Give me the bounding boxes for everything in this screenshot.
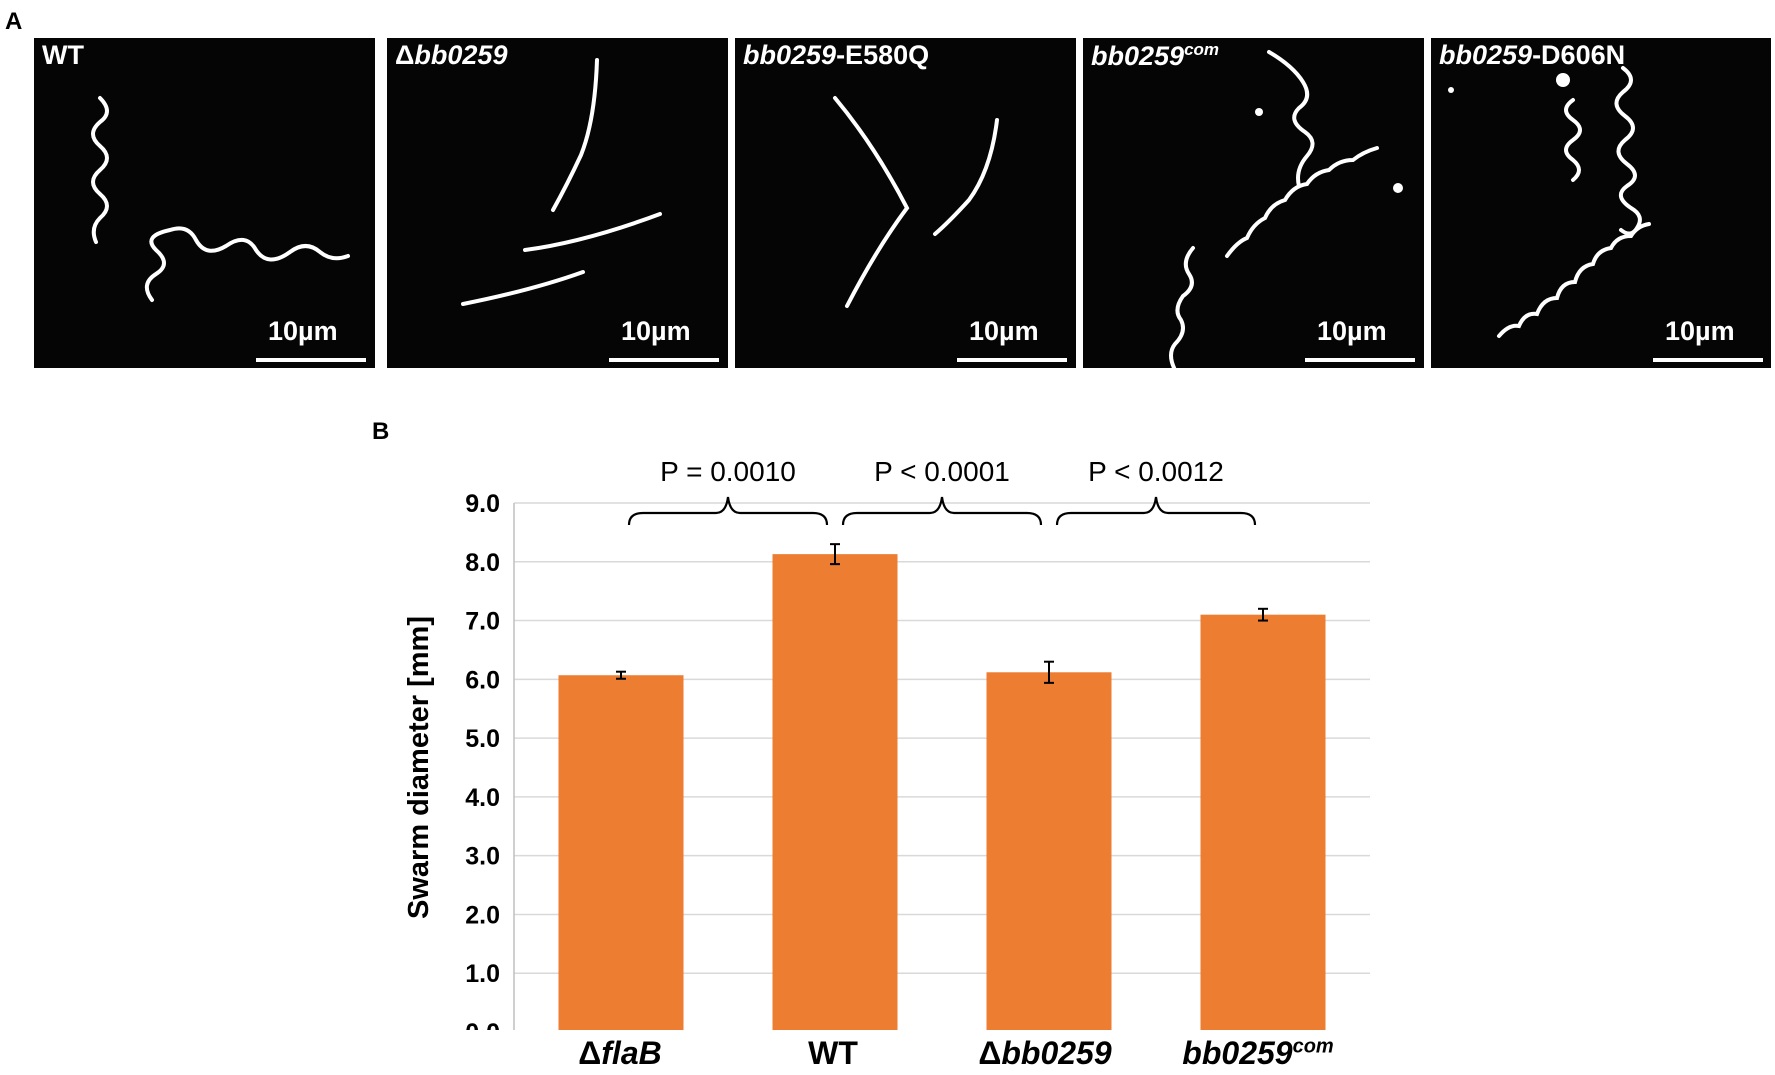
bar bbox=[986, 672, 1112, 1030]
scale-label-bb0259-e580q: 10µm bbox=[969, 316, 1039, 346]
cell-image-wt bbox=[91, 96, 350, 302]
scale-label-wt: 10µm bbox=[268, 316, 338, 346]
y-tick-label: 1.0 bbox=[465, 960, 500, 988]
scale-bar-bb0259-d606n bbox=[1653, 358, 1763, 362]
y-tick-label: 5.0 bbox=[465, 725, 500, 753]
bar bbox=[1200, 614, 1326, 1030]
panel-b-label: B bbox=[372, 418, 390, 445]
cell-image-delta-bb0259 bbox=[461, 58, 662, 306]
scale-bar-bb0259-e580q bbox=[957, 358, 1067, 362]
p-value-label: P < 0.0012 bbox=[1088, 456, 1224, 487]
y-tick-label: 9.0 bbox=[465, 490, 500, 518]
bar bbox=[772, 554, 898, 1030]
significance-bracket bbox=[627, 496, 829, 526]
p-value-label: P < 0.0001 bbox=[874, 456, 1010, 487]
micrograph-delta-bb0259: Δbb0259 10µm bbox=[387, 38, 728, 368]
scale-bar-delta-bb0259 bbox=[609, 358, 719, 362]
cell-image-bb0259-e580q bbox=[833, 96, 999, 308]
scale-bar-wt bbox=[256, 358, 366, 362]
y-tick-label: 2.0 bbox=[465, 901, 500, 929]
micrograph-bb0259-e580q: bb0259-E580Q 10µm bbox=[735, 38, 1076, 368]
micrograph-title-bb0259-d606n: bb0259-D606N bbox=[1439, 40, 1626, 70]
significance-bracket bbox=[1055, 496, 1257, 526]
cell-image-bb0259com bbox=[1169, 50, 1403, 368]
significance-bracket bbox=[841, 496, 1043, 526]
scale-label-delta-bb0259: 10µm bbox=[621, 316, 691, 346]
p-value-label: P = 0.0010 bbox=[660, 456, 796, 487]
panel-a-label: A bbox=[5, 8, 23, 35]
y-tick-label: 6.0 bbox=[465, 666, 500, 694]
micrograph-title-bb0259com: bb0259com bbox=[1091, 40, 1220, 71]
scale-label-bb0259com: 10µm bbox=[1317, 316, 1387, 346]
micrograph-bb0259-d606n: bb0259-D606N 10µm bbox=[1431, 38, 1771, 368]
micrograph-title-delta-bb0259: Δbb0259 bbox=[395, 40, 508, 70]
micrograph-title-wt: WT bbox=[42, 40, 84, 70]
bar bbox=[558, 675, 684, 1030]
y-tick-label: 0.0 bbox=[465, 1019, 500, 1030]
micrograph-title-bb0259-e580q: bb0259-E580Q bbox=[743, 40, 930, 70]
y-axis-label: Swarm diameter [mm] bbox=[403, 616, 435, 919]
y-tick-label: 8.0 bbox=[465, 549, 500, 577]
swarm-diameter-chart: 0.0 1.0 2.0 3.0 4.0 5.0 6.0 7.0 8.0 9.0 Swarm diam… bbox=[403, 456, 1370, 1030]
y-tick-label: 3.0 bbox=[465, 843, 500, 871]
category-label-wt: WT bbox=[808, 1035, 858, 1071]
micrograph-wt: WT 10µm bbox=[34, 38, 375, 368]
scale-label-bb0259-d606n: 10µm bbox=[1665, 316, 1735, 346]
cell-image-bb0259-d606n bbox=[1448, 66, 1651, 338]
scale-bar-bb0259com bbox=[1305, 358, 1415, 362]
y-tick-label: 4.0 bbox=[465, 784, 500, 812]
category-label-bb0259com: bb0259com bbox=[1182, 1035, 1334, 1071]
y-tick-label: 7.0 bbox=[465, 608, 500, 636]
micrograph-bb0259com: bb0259com 10µm bbox=[1083, 38, 1424, 368]
category-label-delta-bb0259: Δbb0259 bbox=[978, 1035, 1112, 1071]
category-label-delta-flab: ΔflaB bbox=[578, 1035, 662, 1071]
